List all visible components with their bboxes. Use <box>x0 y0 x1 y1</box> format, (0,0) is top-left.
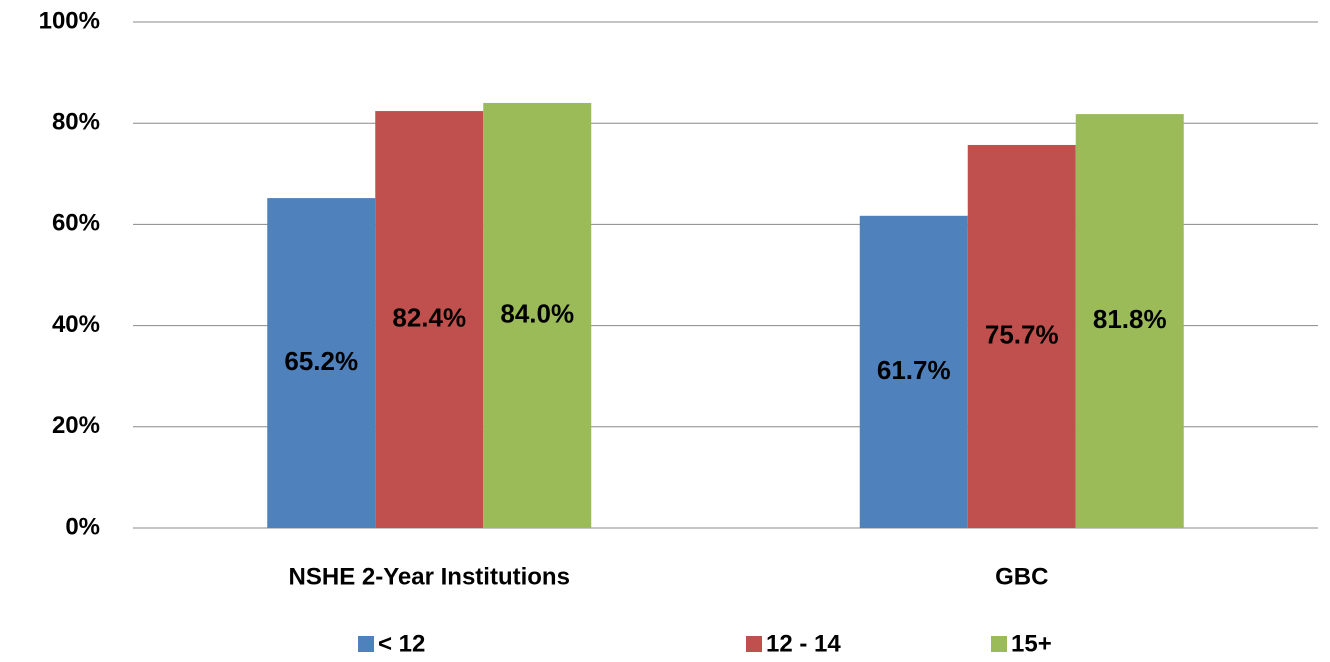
legend-label: < 12 <box>378 630 425 657</box>
x-tick-label: GBC <box>995 563 1048 590</box>
data-label: 84.0% <box>500 298 574 328</box>
legend-swatch <box>358 636 374 652</box>
bar <box>1075 114 1184 528</box>
bar <box>483 102 592 529</box>
y-tick-label: 20% <box>52 412 100 439</box>
y-tick-label: 60% <box>52 210 100 237</box>
legend-swatch <box>991 636 1007 652</box>
data-label: 61.7% <box>877 355 951 385</box>
data-label: 82.4% <box>392 302 466 332</box>
data-label: 65.2% <box>284 346 358 376</box>
data-label: 75.7% <box>985 319 1059 349</box>
bar <box>267 198 376 528</box>
x-tick-label: NSHE 2-Year Institutions <box>289 563 570 590</box>
legend-label: 12 - 14 <box>766 630 841 657</box>
bar <box>859 215 968 528</box>
y-tick-label: 0% <box>65 513 100 540</box>
y-tick-label: 40% <box>52 311 100 338</box>
legend-swatch <box>746 636 762 652</box>
y-tick-label: 80% <box>52 109 100 136</box>
y-tick-label: 100% <box>39 7 100 34</box>
bar <box>375 111 484 528</box>
bar <box>967 144 1076 528</box>
data-label: 81.8% <box>1093 304 1167 334</box>
legend-label: 15+ <box>1011 630 1052 657</box>
